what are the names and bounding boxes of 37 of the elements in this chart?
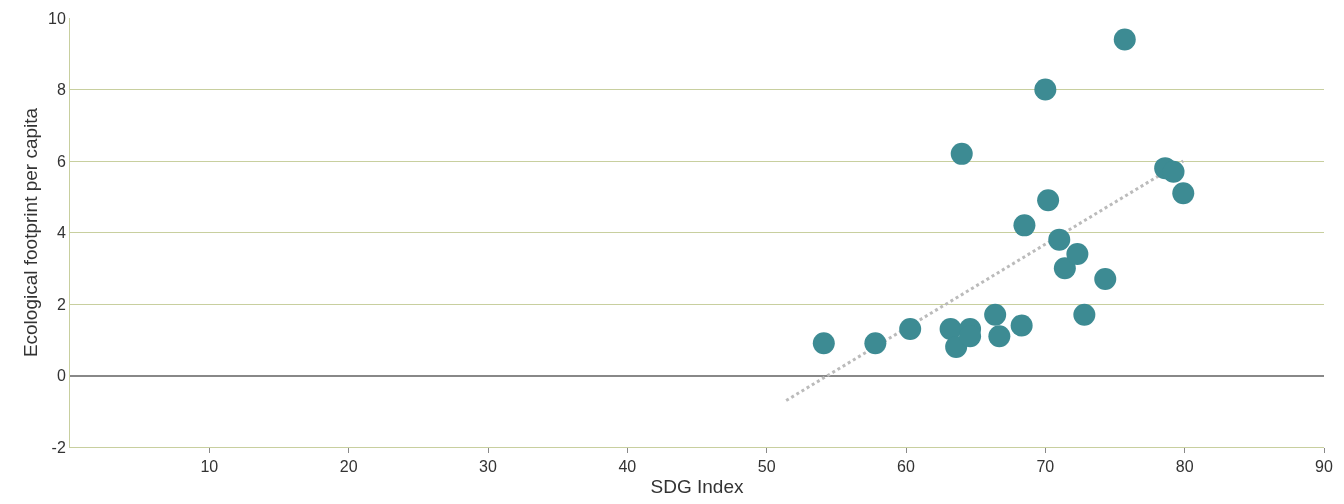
- point: [812, 332, 835, 355]
- point: [899, 318, 922, 341]
- x-tick-label: 20: [339, 458, 358, 476]
- x-tick-label: 70: [1036, 458, 1055, 476]
- point: [1094, 267, 1117, 290]
- point: [864, 332, 887, 355]
- x-tick-label: 60: [897, 458, 915, 476]
- point: [1053, 257, 1076, 280]
- y-tick-label: 4: [56, 224, 66, 242]
- point: [945, 335, 968, 358]
- y-tick-label: 10: [48, 9, 66, 27]
- point: [988, 325, 1011, 348]
- point: [1048, 228, 1071, 251]
- point: [1073, 303, 1096, 326]
- y-tick-label: 0: [56, 367, 66, 385]
- x-tick-label: 10: [200, 458, 219, 476]
- point: [1013, 214, 1036, 237]
- y-tick-label: 2: [56, 295, 66, 313]
- point: [1010, 314, 1033, 337]
- y-tick-label: 8: [56, 81, 66, 99]
- point: [984, 303, 1007, 326]
- point: [1172, 182, 1195, 205]
- x-tick-label: 80: [1175, 458, 1194, 476]
- point: [950, 142, 973, 165]
- x-tick-label: 50: [757, 458, 776, 476]
- point: [1113, 28, 1136, 51]
- y-tick-label: -2: [51, 438, 66, 456]
- x-tick-label: 90: [1315, 458, 1333, 476]
- point: [1034, 78, 1057, 101]
- point: [1066, 242, 1089, 265]
- point: [1162, 160, 1185, 183]
- point: [1037, 189, 1060, 212]
- y-axis-title: Ecological footprint per capita: [19, 107, 41, 358]
- x-tick-label: 40: [618, 458, 637, 476]
- x-axis-title: SDG Index: [650, 476, 744, 497]
- x-tick-label: 30: [479, 458, 497, 476]
- y-tick-label: 6: [56, 152, 66, 170]
